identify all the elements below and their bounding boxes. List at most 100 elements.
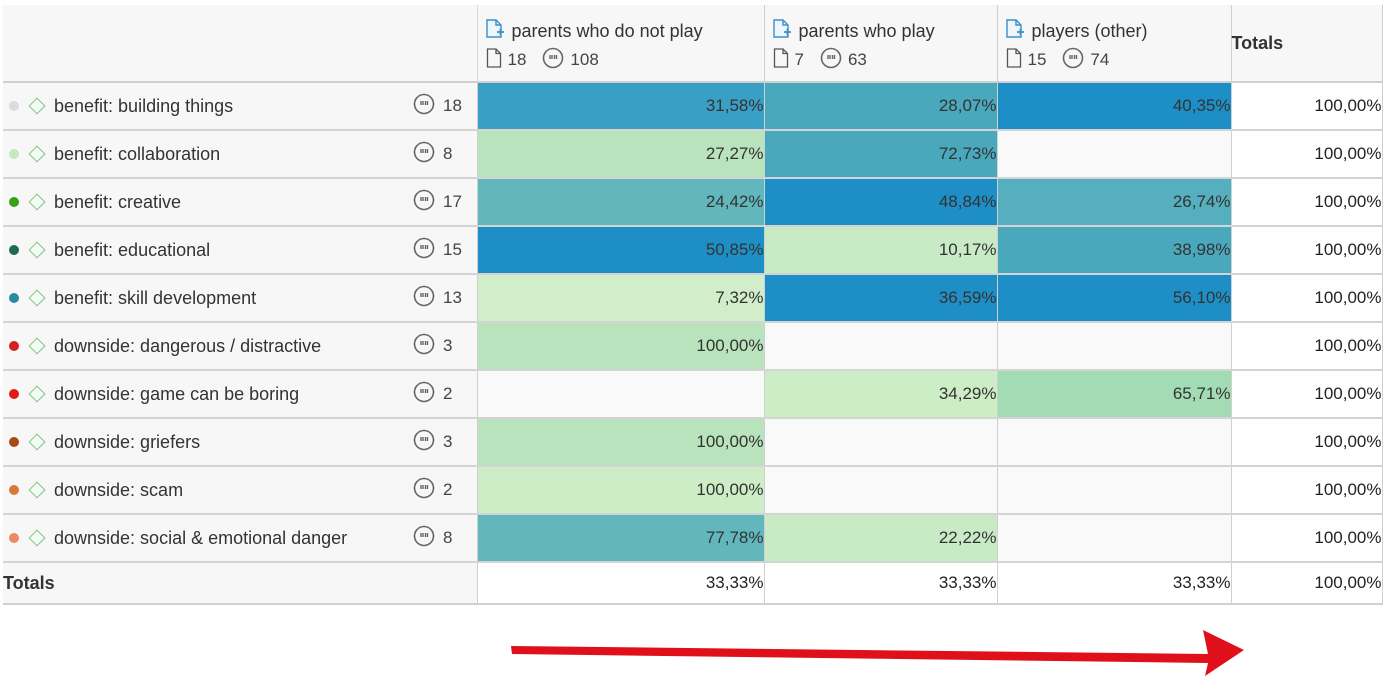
quote-icon xyxy=(413,525,435,552)
data-cell[interactable]: 27,27% xyxy=(476,130,765,179)
data-cell[interactable] xyxy=(996,130,1232,179)
data-cell[interactable] xyxy=(763,322,998,371)
totals-row: Totals 33,33% 33,33% 33,33% 100,00% xyxy=(3,562,1383,605)
code-name: benefit: skill development xyxy=(54,287,257,308)
table-row[interactable]: benefit: skill development 13 7,32% 36,59% 5… xyxy=(3,274,1383,323)
data-cell[interactable] xyxy=(996,322,1232,371)
code-color-dot xyxy=(9,437,19,447)
code-count: 18 xyxy=(443,96,462,115)
row-header[interactable]: downside: game can be boring 2 xyxy=(3,370,478,419)
data-cell[interactable]: 36,59% xyxy=(763,274,998,323)
document-group-icon xyxy=(771,18,793,45)
data-cell[interactable]: 100,00% xyxy=(476,418,765,467)
table-row[interactable]: benefit: collaboration 8 27,27% 72,73% 100,0… xyxy=(3,130,1383,179)
table-row[interactable]: downside: game can be boring 2 34,29% 65,71… xyxy=(3,370,1383,419)
totals-row-label: Totals xyxy=(3,562,478,605)
code-count: 15 xyxy=(443,240,462,259)
column-total-cell: 33,33% xyxy=(476,562,765,605)
data-cell[interactable]: 22,22% xyxy=(763,514,998,563)
row-total-cell: 100,00% xyxy=(1231,418,1383,467)
totals-column-header: Totals xyxy=(1231,5,1383,83)
quotation-count: 108 xyxy=(570,50,599,69)
quote-icon xyxy=(542,47,564,74)
column-header-players-other[interactable]: players (other) 15 74 xyxy=(996,5,1232,83)
crosstab-table: parents who do not play 18 108 xyxy=(3,5,1383,605)
quote-icon xyxy=(413,333,435,360)
document-count: 7 xyxy=(794,50,804,69)
code-count: 17 xyxy=(443,192,462,211)
column-total-cell: 33,33% xyxy=(763,562,998,605)
data-cell[interactable]: 34,29% xyxy=(763,370,998,419)
code-count: 3 xyxy=(443,336,453,355)
row-total-cell: 100,00% xyxy=(1231,178,1383,227)
table-row[interactable]: downside: griefers 3 100,00% 100,00% xyxy=(3,418,1383,467)
data-cell[interactable] xyxy=(996,514,1232,563)
table-row[interactable]: benefit: creative 17 24,42% 48,84% 26,74% 100… xyxy=(3,178,1383,227)
data-cell[interactable]: 72,73% xyxy=(763,130,998,179)
data-cell[interactable] xyxy=(996,418,1232,467)
data-cell[interactable]: 7,32% xyxy=(476,274,765,323)
column-name: parents who do not play xyxy=(511,20,703,41)
code-name: downside: dangerous / distractive xyxy=(54,335,322,356)
row-header[interactable]: downside: griefers 3 xyxy=(3,418,478,467)
code-name: downside: game can be boring xyxy=(54,383,300,404)
row-total-cell: 100,00% xyxy=(1231,370,1383,419)
code-count: 8 xyxy=(443,528,453,547)
row-header[interactable]: downside: scam 2 xyxy=(3,466,478,515)
quote-icon xyxy=(413,477,435,504)
data-cell[interactable]: 24,42% xyxy=(476,178,765,227)
table-row[interactable]: benefit: educational 15 50,85% 10,17% 38,98%… xyxy=(3,226,1383,275)
code-count: 2 xyxy=(443,384,453,403)
data-cell[interactable] xyxy=(476,370,765,419)
row-header[interactable]: benefit: educational 15 xyxy=(3,226,478,275)
document-icon xyxy=(773,47,789,73)
code-count: 3 xyxy=(443,432,453,451)
data-cell[interactable]: 48,84% xyxy=(763,178,998,227)
table-row[interactable]: downside: social & emotional danger 8 77,7… xyxy=(3,514,1383,563)
data-cell[interactable]: 50,85% xyxy=(476,226,765,275)
code-color-dot xyxy=(9,341,19,351)
row-header[interactable]: benefit: collaboration 8 xyxy=(3,130,478,179)
data-cell[interactable]: 10,17% xyxy=(763,226,998,275)
row-header[interactable]: benefit: building things 18 xyxy=(3,82,478,131)
data-cell[interactable] xyxy=(996,466,1232,515)
row-total-cell: 100,00% xyxy=(1231,514,1383,563)
row-header[interactable]: benefit: skill development 13 xyxy=(3,274,478,323)
row-header[interactable]: downside: social & emotional danger 8 xyxy=(3,514,478,563)
quote-icon xyxy=(413,429,435,456)
code-count: 13 xyxy=(443,288,462,307)
data-cell[interactable]: 28,07% xyxy=(763,82,998,131)
document-icon xyxy=(486,47,502,73)
quote-icon xyxy=(413,189,435,216)
data-cell[interactable]: 100,00% xyxy=(476,466,765,515)
data-cell[interactable]: 26,74% xyxy=(996,178,1232,227)
code-color-dot xyxy=(9,101,19,111)
row-header[interactable]: downside: dangerous / distractive 3 xyxy=(3,322,478,371)
code-name: downside: scam xyxy=(54,479,184,500)
data-cell[interactable]: 31,58% xyxy=(476,82,765,131)
column-header-parents-who-do-not-play[interactable]: parents who do not play 18 108 xyxy=(476,5,765,83)
table-row[interactable]: downside: dangerous / distractive 3 100,00… xyxy=(3,322,1383,371)
quotation-count: 63 xyxy=(847,50,867,69)
data-cell[interactable]: 100,00% xyxy=(476,322,765,371)
data-cell[interactable]: 56,10% xyxy=(996,274,1232,323)
data-cell[interactable]: 65,71% xyxy=(996,370,1232,419)
table-body: benefit: building things 18 31,58% 28,07% 40… xyxy=(3,82,1383,605)
code-color-dot xyxy=(9,389,19,399)
column-name: players (other) xyxy=(1031,20,1148,41)
data-cell[interactable] xyxy=(763,418,998,467)
data-cell[interactable]: 38,98% xyxy=(996,226,1232,275)
quote-icon xyxy=(820,47,842,74)
data-cell[interactable]: 40,35% xyxy=(996,82,1232,131)
column-header-parents-who-play[interactable]: parents who play 7 63 xyxy=(763,5,998,83)
data-cell[interactable] xyxy=(763,466,998,515)
code-color-dot xyxy=(9,245,19,255)
code-color-dot xyxy=(9,293,19,303)
data-cell[interactable]: 77,78% xyxy=(476,514,765,563)
header-row: parents who do not play 18 108 xyxy=(3,5,1383,83)
row-header[interactable]: benefit: creative 17 xyxy=(3,178,478,227)
table-row[interactable]: downside: scam 2 100,00% 100,00% xyxy=(3,466,1383,515)
document-icon xyxy=(1006,47,1022,73)
quote-icon xyxy=(413,93,435,120)
table-row[interactable]: benefit: building things 18 31,58% 28,07% 40… xyxy=(3,82,1383,131)
